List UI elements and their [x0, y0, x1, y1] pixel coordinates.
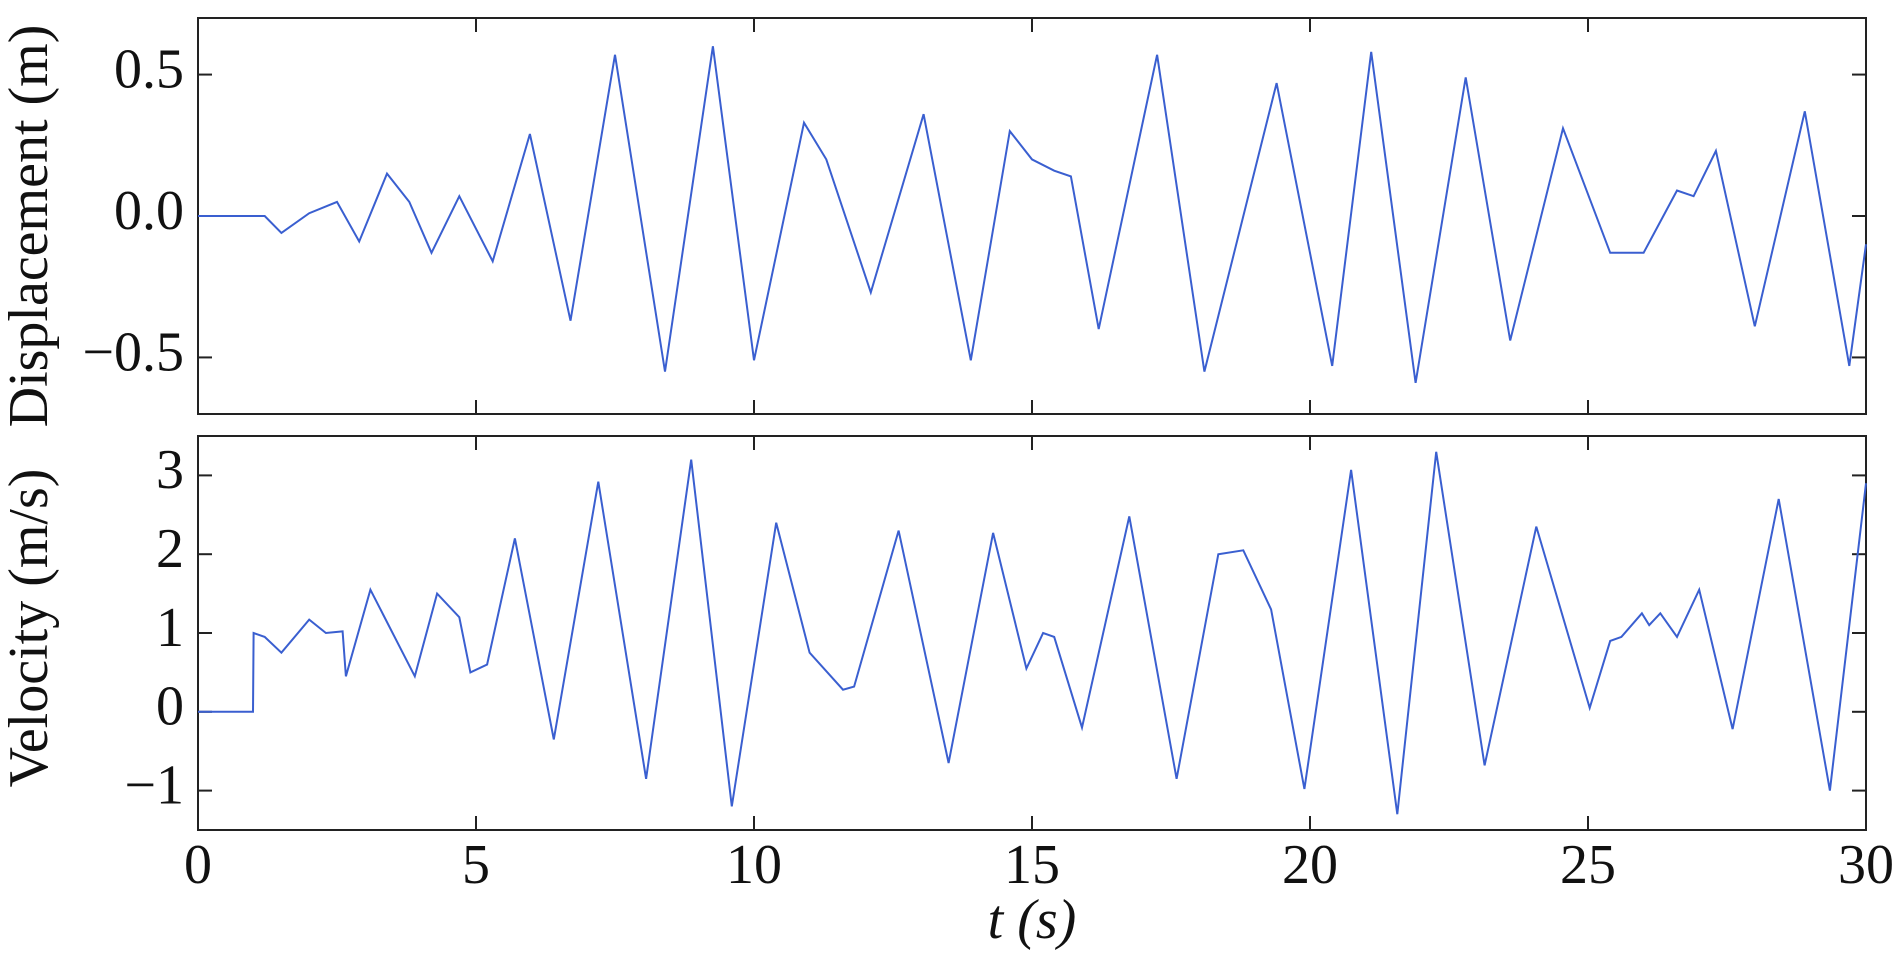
panel: −0.5 0.0 0.5 Displacement (m)	[0, 17, 1867, 428]
plot-frame	[197, 435, 1867, 831]
x-tick-label: 5	[462, 834, 490, 896]
y-tick-label: 0.5	[114, 38, 184, 100]
y-tick-label: 0.0	[114, 180, 184, 242]
y-axis-label: Velocity (m/s)	[0, 469, 60, 788]
x-tick-label: 20	[1282, 834, 1338, 896]
y-tick-label: 3	[156, 439, 184, 501]
x-tick-label: 10	[726, 834, 782, 896]
x-tick-label: 30	[1838, 834, 1894, 896]
y-tick-label: −0.5	[82, 321, 184, 383]
data-line	[198, 46, 1867, 384]
y-tick-label: 2	[156, 518, 184, 580]
x-tick-label: 0	[184, 834, 212, 896]
y-tick-label: 1	[156, 597, 184, 659]
data-line	[198, 451, 1867, 815]
y-tick-label: 0	[156, 676, 184, 738]
plot-frame	[197, 17, 1867, 415]
x-tick-label: 15	[1004, 834, 1060, 896]
x-axis-label: t (s)	[988, 889, 1077, 951]
y-axis-label: Displacement (m)	[0, 25, 60, 428]
y-tick-label: −1	[124, 754, 184, 816]
x-tick-label: 25	[1560, 834, 1616, 896]
